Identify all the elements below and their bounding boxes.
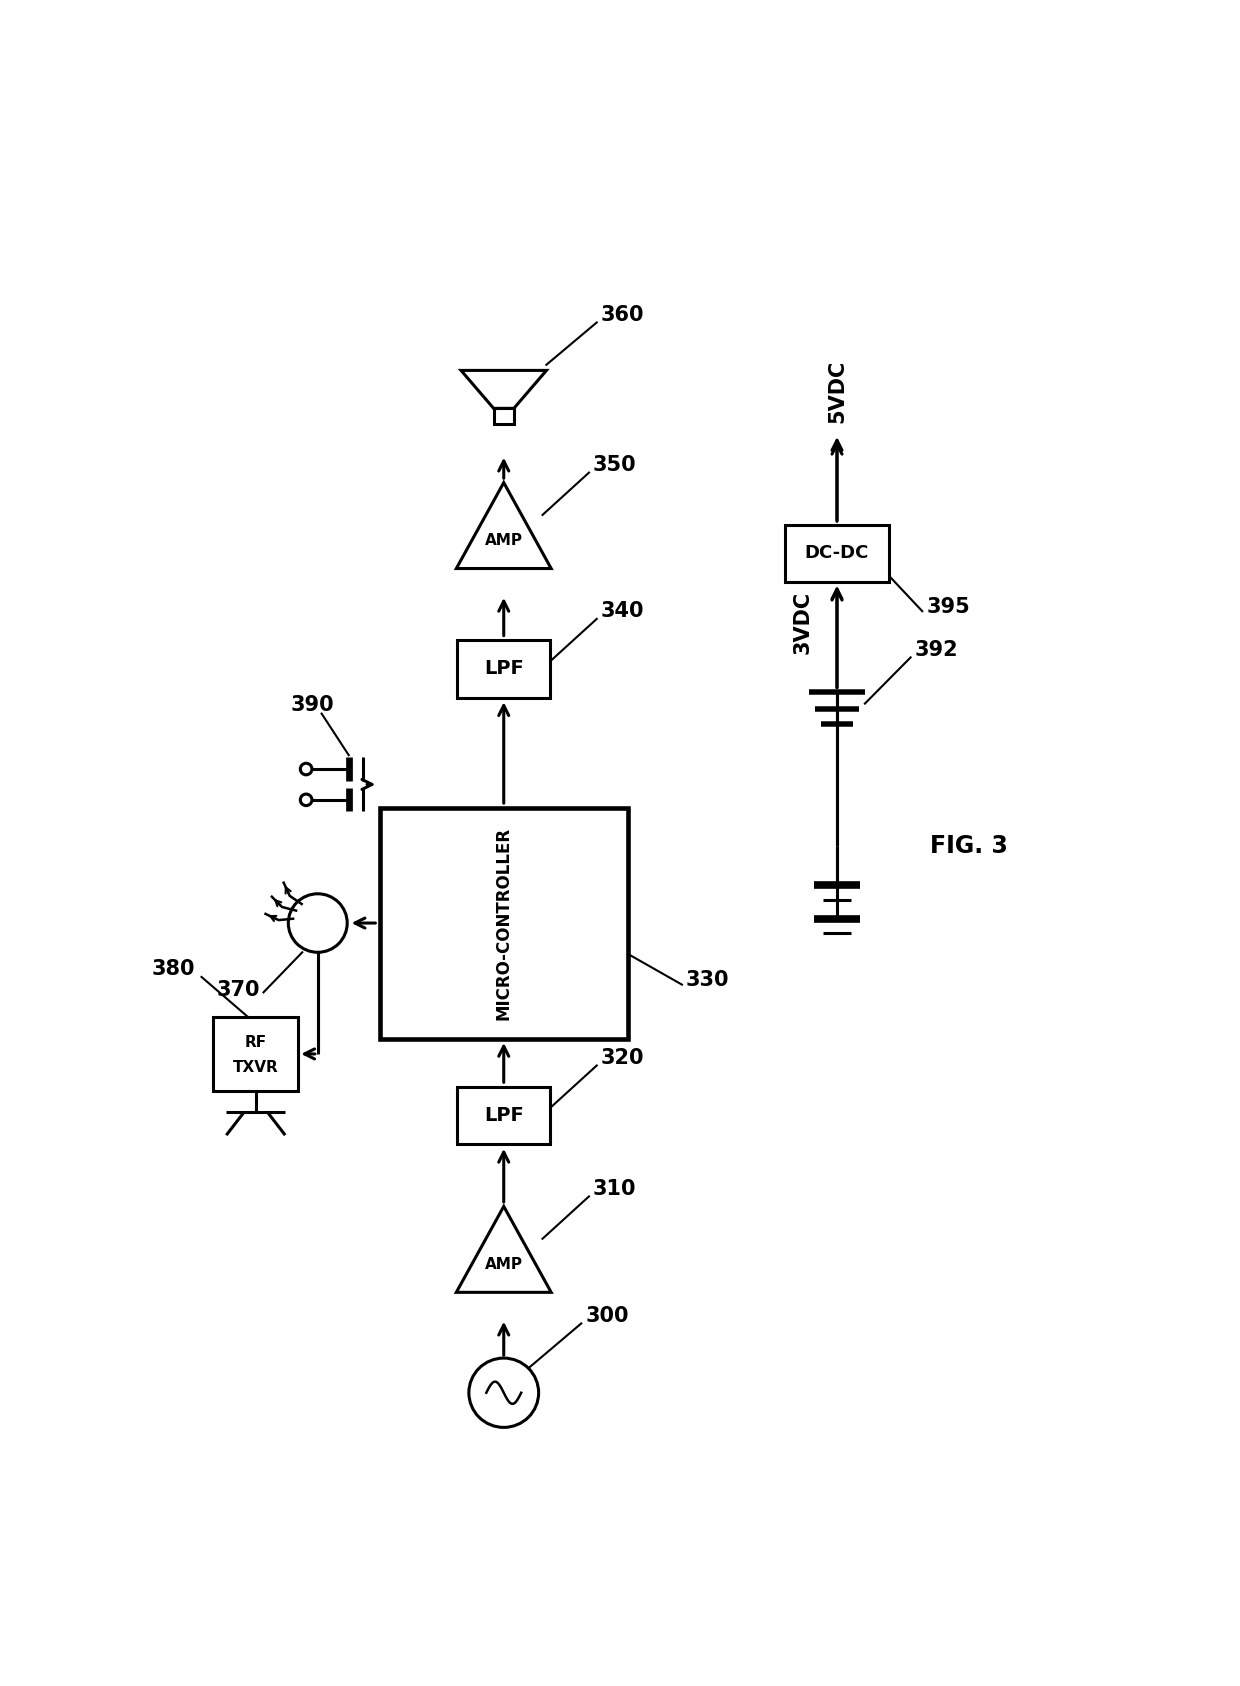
Text: FIG. 3: FIG. 3 [930,835,1008,858]
Text: 392: 392 [915,641,959,659]
Text: LPF: LPF [484,1106,523,1125]
Bar [785,524,889,582]
Text: 3VDC: 3VDC [792,592,812,654]
Text: 300: 300 [585,1307,629,1325]
Bar [379,808,627,1039]
Text: TXVR: TXVR [233,1060,279,1076]
Bar [458,1087,551,1145]
Text: 330: 330 [686,969,729,990]
Text: DC-DC: DC-DC [805,545,869,563]
Text: AMP: AMP [485,533,523,548]
Bar [458,641,551,698]
Text: LPF: LPF [484,659,523,678]
Text: 320: 320 [600,1049,644,1067]
Text: 380: 380 [151,959,195,980]
Bar [213,1017,299,1091]
Text: 350: 350 [593,455,636,475]
Text: AMP: AMP [485,1258,523,1273]
Text: 5VDC: 5VDC [827,359,847,423]
Text: 340: 340 [600,602,644,622]
Text: 310: 310 [593,1179,636,1199]
Text: 360: 360 [600,305,644,325]
Text: 395: 395 [926,597,970,617]
Text: 370: 370 [217,980,260,1000]
Bar [494,408,513,423]
Text: 390: 390 [290,695,335,715]
Text: MICRO-CONTROLLER: MICRO-CONTROLLER [495,826,513,1020]
Text: RF: RF [244,1035,267,1050]
